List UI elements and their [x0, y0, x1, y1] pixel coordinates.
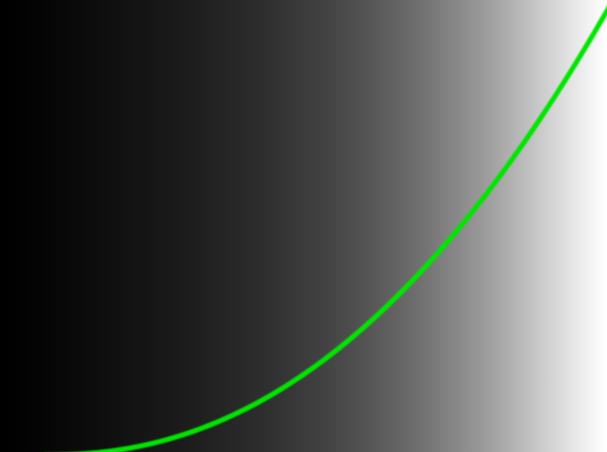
gamma-curve [70, 5, 607, 452]
